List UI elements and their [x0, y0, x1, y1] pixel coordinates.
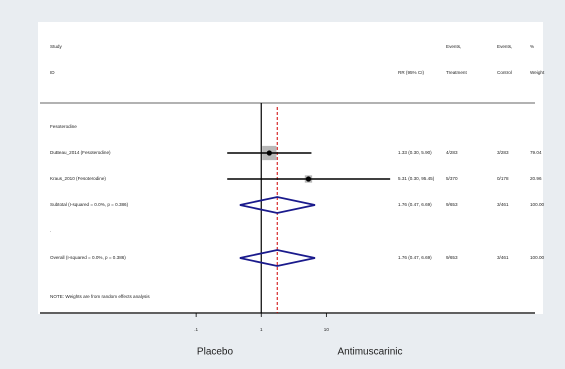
plot-panel: [38, 22, 543, 314]
rr-label: 5.31 (0.30, 95.45): [398, 176, 435, 181]
point-estimate: [305, 176, 312, 182]
header: %: [530, 44, 534, 49]
header: Weight: [530, 70, 545, 75]
row-label: .: [50, 228, 51, 233]
x-tick-label: .1: [194, 327, 198, 332]
events-control: 3/283: [497, 150, 509, 155]
header: Treatment: [446, 70, 467, 75]
events-control: 0/178: [497, 176, 509, 181]
events-treatment: 4/283: [446, 150, 458, 155]
weight: 100.00: [530, 255, 544, 260]
row-label: Kraus_2010 (Fesoterodine): [50, 176, 106, 181]
header: Events,: [446, 44, 461, 49]
weight: 100.00: [530, 202, 544, 207]
events-control: 3/461: [497, 255, 509, 260]
weight: 20.96: [530, 176, 542, 181]
x-tick-label: 1: [260, 327, 263, 332]
rr-label: 1.33 (0.30, 5.90): [398, 150, 432, 155]
events-control: 3/461: [497, 202, 509, 207]
events-treatment: 9/653: [446, 202, 458, 207]
header: ID: [50, 70, 55, 75]
row-label: DuBeau_2014 (Fesoterodine): [50, 150, 111, 155]
header: RR (95% CI): [398, 70, 425, 75]
note: NOTE: Weights are from random effects an…: [50, 294, 150, 299]
header: Events,: [497, 44, 512, 49]
x-label-left: Placebo: [197, 347, 234, 358]
x-label-right: Antimuscarinic: [337, 347, 402, 358]
row-label: Subtotal (I-squared = 0.0%, p = 0.386): [50, 202, 129, 207]
weight: 79.04: [530, 150, 542, 155]
group-label: Fesoterodine: [50, 124, 77, 129]
x-tick-label: 10: [324, 327, 330, 332]
point-estimate: [266, 150, 272, 156]
events-treatment: 9/653: [446, 255, 458, 260]
row-label: Overall (I-squared = 0.0%, p = 0.386): [50, 255, 126, 260]
header: Study: [50, 44, 62, 49]
rr-label: 1.76 (0.47, 6.69): [398, 202, 432, 207]
rr-label: 1.76 (0.47, 6.69): [398, 255, 432, 260]
events-treatment: 5/370: [446, 176, 458, 181]
diamond: [239, 249, 316, 267]
header: Control: [497, 70, 512, 75]
diamond: [239, 196, 316, 214]
